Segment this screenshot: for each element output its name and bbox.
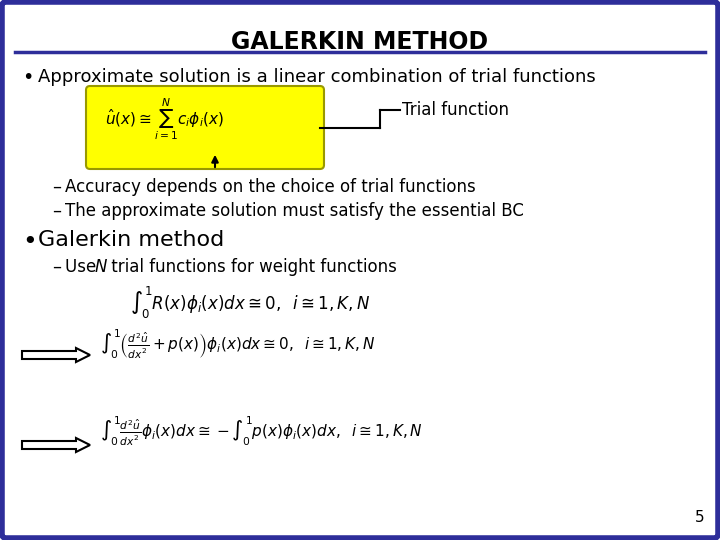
Text: 5: 5	[696, 510, 705, 525]
Text: GALERKIN METHOD: GALERKIN METHOD	[231, 30, 489, 54]
Text: –: –	[52, 202, 61, 220]
Text: $\int_0^1\frac{d^2\hat{u}}{dx^2}\phi_i(x)dx \cong -\int_0^1 p(x)\phi_i(x)dx,\;\;: $\int_0^1\frac{d^2\hat{u}}{dx^2}\phi_i(x…	[100, 415, 423, 448]
Text: Use: Use	[65, 258, 102, 276]
Text: Trial function: Trial function	[402, 101, 509, 119]
Text: –: –	[52, 178, 61, 196]
Text: N: N	[95, 258, 107, 276]
Text: –: –	[52, 258, 61, 276]
Text: •: •	[22, 68, 33, 87]
Text: Accuracy depends on the choice of trial functions: Accuracy depends on the choice of trial …	[65, 178, 476, 196]
Text: Galerkin method: Galerkin method	[38, 230, 224, 250]
FancyBboxPatch shape	[86, 86, 324, 169]
Text: $\int_0^1\left(\frac{d^2\hat{u}}{dx^2} + p(x)\right)\phi_i(x)dx \cong 0,\;\; i \: $\int_0^1\left(\frac{d^2\hat{u}}{dx^2} +…	[100, 328, 376, 361]
Text: trial functions for weight functions: trial functions for weight functions	[106, 258, 397, 276]
FancyArrow shape	[22, 438, 90, 452]
Text: $\hat{u}(x) \cong \sum_{i=1}^{N}c_i\phi_i(x)$: $\hat{u}(x) \cong \sum_{i=1}^{N}c_i\phi_…	[105, 96, 224, 141]
Text: $\int_0^1 R(x)\phi_i(x)dx \cong 0,\;\; i \cong 1,K,N$: $\int_0^1 R(x)\phi_i(x)dx \cong 0,\;\; i…	[130, 285, 370, 321]
Text: Approximate solution is a linear combination of trial functions: Approximate solution is a linear combina…	[38, 68, 595, 86]
Text: The approximate solution must satisfy the essential BC: The approximate solution must satisfy th…	[65, 202, 524, 220]
Text: •: •	[22, 230, 37, 254]
FancyArrow shape	[22, 348, 90, 362]
